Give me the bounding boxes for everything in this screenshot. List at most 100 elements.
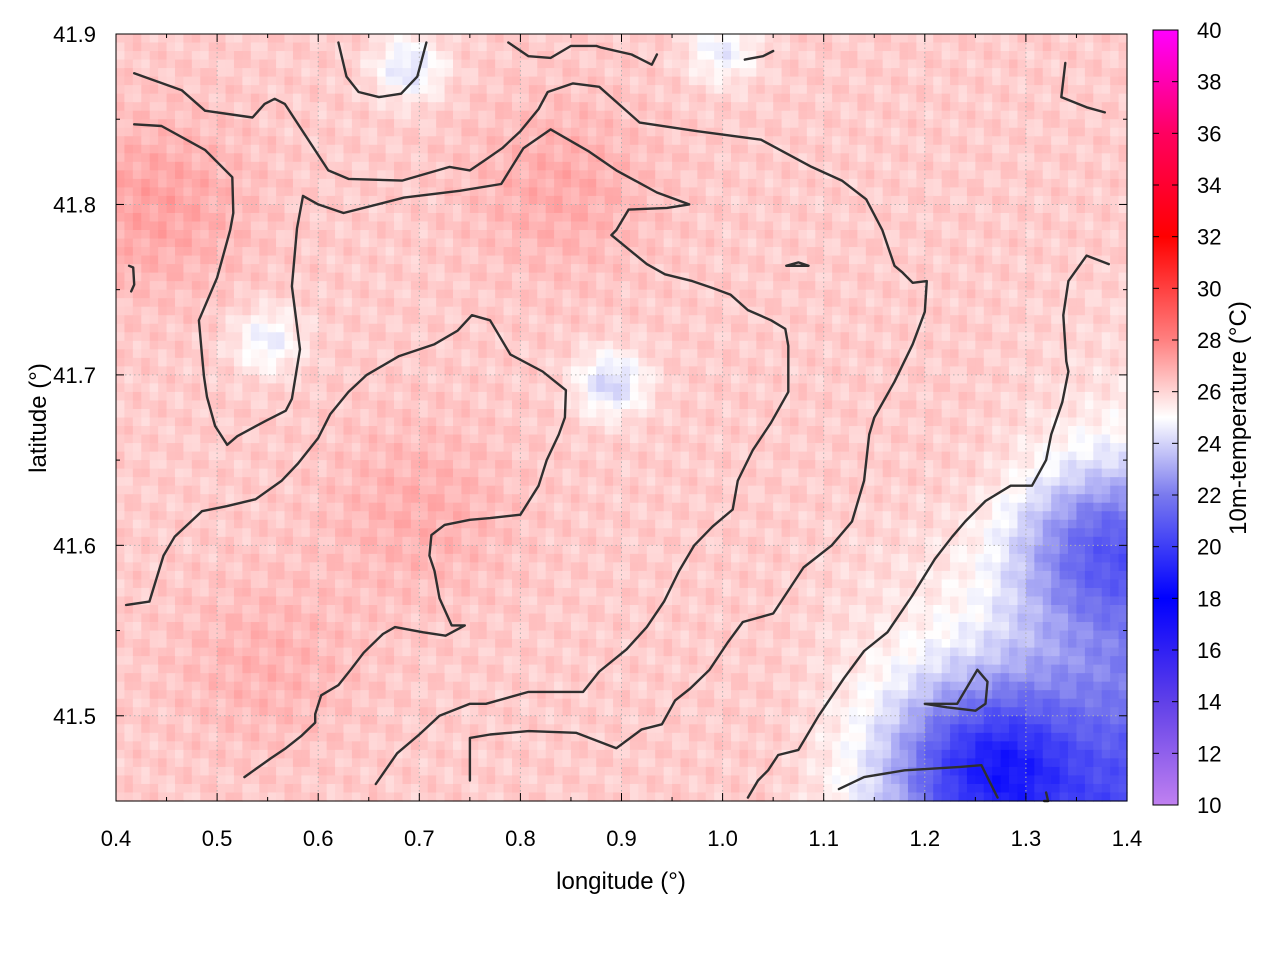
heatmap-cell: [158, 323, 168, 333]
heatmap-cell: [1000, 102, 1010, 112]
heatmap-cell: [882, 170, 892, 180]
heatmap-cell: [208, 51, 218, 61]
heatmap-cell: [1025, 187, 1035, 197]
heatmap-cell: [1017, 230, 1027, 240]
heatmap-cell: [1025, 119, 1035, 129]
heatmap-cell: [697, 230, 707, 240]
heatmap-cell: [722, 349, 732, 359]
heatmap-cell: [874, 238, 884, 248]
heatmap-cell: [225, 289, 235, 299]
heatmap-cell: [301, 230, 311, 240]
heatmap-cell: [1034, 153, 1044, 163]
heatmap-cell: [1076, 255, 1086, 265]
heatmap-cell: [351, 323, 361, 333]
heatmap-cell: [1000, 315, 1010, 325]
heatmap-cell: [309, 374, 319, 385]
heatmap-cell: [587, 204, 597, 214]
heatmap-cell: [233, 76, 243, 86]
heatmap-cell: [731, 349, 741, 359]
heatmap-cell: [857, 119, 867, 129]
heatmap-cell: [511, 127, 522, 137]
heatmap-cell: [208, 298, 218, 308]
heatmap-cell: [613, 212, 623, 223]
heatmap-cell: [360, 102, 370, 112]
heatmap-cell: [570, 323, 580, 333]
heatmap-cell: [419, 230, 429, 240]
heatmap-cell: [174, 272, 185, 282]
heatmap-cell: [453, 144, 463, 154]
heatmap-cell: [1000, 238, 1010, 248]
heatmap-cell: [1093, 247, 1103, 257]
heatmap-cell: [865, 272, 875, 282]
heatmap-cell: [444, 34, 454, 44]
heatmap-cell: [174, 289, 185, 299]
heatmap-cell: [975, 281, 985, 291]
heatmap-cell: [520, 153, 530, 163]
heatmap-cell: [301, 349, 311, 359]
heatmap-cell: [1059, 136, 1069, 146]
heatmap-cell: [469, 374, 479, 385]
heatmap-cell: [958, 110, 968, 120]
heatmap-cell: [461, 110, 471, 120]
heatmap-cell: [697, 349, 707, 359]
heatmap-cell: [301, 212, 311, 223]
heatmap-cell: [259, 34, 269, 44]
heatmap-cell: [966, 119, 976, 129]
heatmap-cell: [604, 34, 614, 44]
heatmap-cell: [587, 76, 597, 86]
heatmap-cell: [233, 34, 243, 44]
heatmap-cell: [141, 144, 151, 154]
heatmap-cell: [469, 204, 479, 214]
heatmap-cell: [916, 161, 926, 171]
heatmap-cell: [806, 315, 816, 325]
heatmap-cell: [377, 357, 387, 367]
heatmap-cell: [116, 366, 126, 376]
heatmap-cell: [899, 136, 909, 146]
heatmap-cell: [621, 247, 631, 257]
heatmap-cell: [1000, 178, 1010, 188]
heatmap-cell: [461, 374, 471, 385]
heatmap-cell: [545, 247, 555, 257]
heatmap-cell: [208, 93, 218, 103]
heatmap-cell: [655, 153, 665, 163]
heatmap-cell: [688, 93, 698, 103]
heatmap-cell: [478, 247, 488, 257]
heatmap-cell: [604, 102, 614, 112]
heatmap-cell: [781, 298, 791, 308]
heatmap-cell: [233, 238, 243, 248]
heatmap-cell: [461, 34, 471, 44]
heatmap-cell: [183, 272, 193, 282]
heatmap-cell: [806, 366, 816, 376]
heatmap-cell: [688, 323, 698, 333]
heatmap-cell: [1009, 195, 1019, 206]
heatmap-cell: [874, 187, 884, 197]
heatmap-cell: [655, 34, 665, 44]
heatmap-cell: [840, 110, 850, 120]
heatmap-cell: [436, 366, 446, 376]
heatmap-cell: [958, 238, 968, 248]
heatmap-cell: [1110, 119, 1120, 129]
heatmap-cell: [663, 187, 673, 197]
heatmap-cell: [511, 289, 522, 299]
heatmap-cell: [267, 289, 277, 299]
heatmap-cell: [823, 298, 833, 308]
heatmap-cell: [688, 102, 698, 112]
heatmap-cell: [318, 366, 328, 376]
heatmap-cell: [436, 161, 446, 171]
heatmap-cell: [301, 85, 311, 95]
heatmap-cell: [705, 153, 715, 163]
heatmap-cell: [200, 298, 210, 308]
heatmap-cell: [1025, 59, 1035, 69]
heatmap-cell: [739, 332, 749, 342]
heatmap-cell: [950, 110, 960, 120]
heatmap-cell: [495, 76, 505, 86]
heatmap-cell: [739, 110, 749, 120]
heatmap-cell: [1051, 281, 1061, 291]
heatmap-cell: [166, 102, 176, 112]
heatmap-cell: [368, 102, 378, 112]
heatmap-cell: [739, 383, 749, 393]
heatmap-cell: [697, 366, 707, 376]
heatmap-cell: [444, 255, 454, 265]
heatmap-cell: [562, 59, 572, 69]
heatmap-cell: [436, 76, 446, 86]
